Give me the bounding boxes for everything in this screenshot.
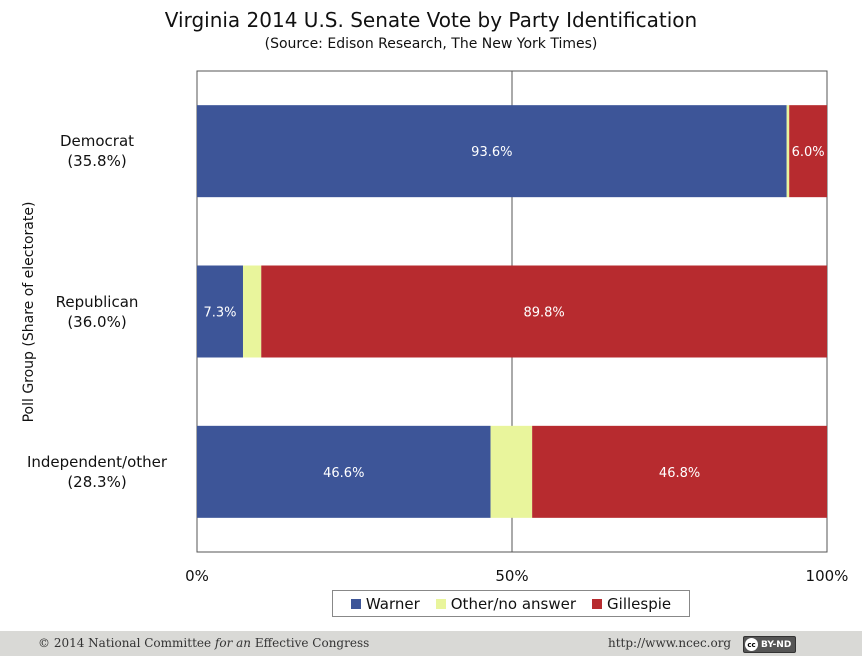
chart-title: Virginia 2014 U.S. Senate Vote by Party … xyxy=(164,8,698,32)
footer: © 2014 National Committee for an Effecti… xyxy=(0,631,862,656)
legend-label: Warner xyxy=(365,594,420,613)
bar-segment-warner-0 xyxy=(197,105,787,198)
category-name: Republican xyxy=(55,292,139,311)
cc-license-badge[interactable]: cc BY-ND xyxy=(743,636,797,653)
legend-label: Other/no answer xyxy=(450,594,577,613)
legend-swatch xyxy=(435,598,446,609)
footer-copyright: © 2014 National Committee for an Effecti… xyxy=(38,636,369,650)
cc-icon: cc xyxy=(745,638,758,651)
legend-label: Gillespie xyxy=(607,594,672,613)
bar-segment-other-no-answer-0 xyxy=(786,105,790,198)
legend-item: Gillespie xyxy=(592,595,671,613)
copyright-suffix: Effective Congress xyxy=(251,636,370,650)
bar-segment-warner-2 xyxy=(197,425,491,518)
bar-segment-gillespie-2 xyxy=(532,425,827,518)
legend-swatch xyxy=(592,598,603,609)
bar-segment-gillespie-0 xyxy=(789,105,827,198)
x-tick-label: 0% xyxy=(185,567,209,585)
data-label: 7.3% xyxy=(203,306,236,321)
chart-plot: 93.6% 6.0% 7.3% 89.8% 46.6% 46.8% xyxy=(196,70,828,553)
category-share: (35.8%) xyxy=(67,152,127,171)
category-label: Republican (36.0%) xyxy=(2,292,192,332)
license-label: BY-ND xyxy=(761,639,792,650)
data-label: 46.8% xyxy=(659,466,700,481)
category-name: Independent/other xyxy=(26,452,168,471)
category-share: (28.3%) xyxy=(67,472,127,491)
data-label: 6.0% xyxy=(792,145,825,160)
copyright-prefix: © 2014 National Committee xyxy=(38,636,215,650)
x-tick-label: 50% xyxy=(495,567,529,585)
footer-url-link[interactable]: http://www.ncec.org xyxy=(608,636,732,650)
bar-segment-warner-1 xyxy=(197,265,243,358)
data-label: 89.8% xyxy=(523,306,564,321)
chart-subtitle: (Source: Edison Research, The New York T… xyxy=(264,36,598,52)
data-label: 93.6% xyxy=(471,145,512,160)
bar-segment-other-no-answer-2 xyxy=(490,425,533,518)
bar-segment-other-no-answer-1 xyxy=(242,265,262,358)
legend: Warner Other/no answer Gillespie xyxy=(332,590,690,617)
x-tick-label: 100% xyxy=(805,567,849,585)
legend-item: Other/no answer xyxy=(435,594,577,613)
category-share: (36.0%) xyxy=(67,312,127,331)
category-label: Democrat (35.8%) xyxy=(2,131,192,171)
legend-swatch xyxy=(350,598,361,609)
legend-item: Warner xyxy=(350,594,420,613)
copyright-italic: for an xyxy=(214,636,252,650)
category-label: Independent/other (28.3%) xyxy=(2,452,192,492)
bar-segment-gillespie-1 xyxy=(261,265,827,358)
data-label: 46.6% xyxy=(323,466,364,481)
category-name: Democrat xyxy=(59,132,135,151)
